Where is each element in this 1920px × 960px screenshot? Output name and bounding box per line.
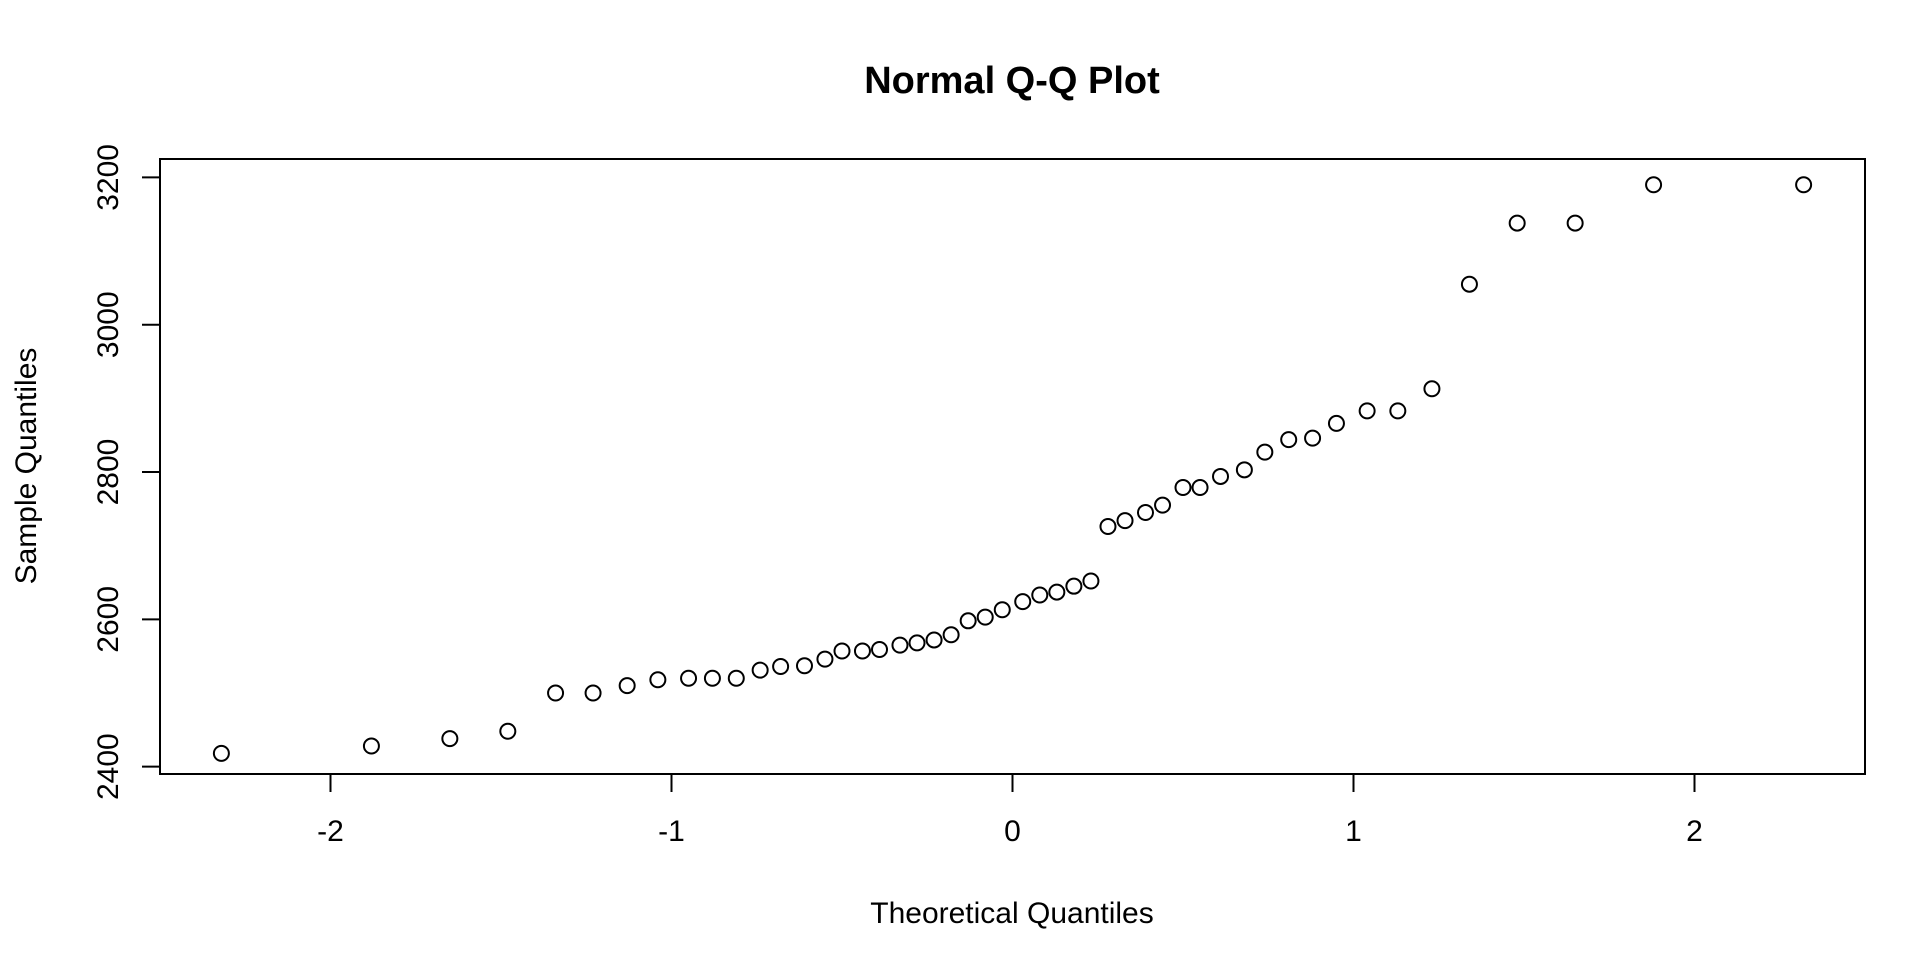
y-axis-label: Sample Quantiles <box>10 348 43 585</box>
data-point <box>1304 429 1322 447</box>
data-point <box>772 657 790 675</box>
data-point <box>441 730 459 748</box>
data-point <box>499 722 517 740</box>
data-point <box>891 636 909 654</box>
data-point <box>1566 214 1584 232</box>
data-point <box>1508 214 1526 232</box>
x-tick-label: 0 <box>1004 815 1021 848</box>
data-point <box>1099 518 1117 536</box>
data-point <box>1280 431 1298 449</box>
data-point <box>1423 380 1441 398</box>
data-point <box>976 608 994 626</box>
data-point <box>925 631 943 649</box>
plot-frame <box>159 158 1866 775</box>
data-point <box>871 641 889 659</box>
data-point <box>908 634 926 652</box>
data-point <box>1235 461 1253 479</box>
data-point <box>853 642 871 660</box>
data-point <box>703 669 721 687</box>
data-point <box>1154 496 1172 514</box>
data-point <box>1082 572 1100 590</box>
data-point <box>1191 478 1209 496</box>
data-point <box>959 612 977 630</box>
y-tick-label: 2600 <box>92 586 125 653</box>
data-point <box>751 661 769 679</box>
y-tick-label: 3000 <box>92 291 125 358</box>
data-point <box>212 744 230 762</box>
data-point <box>1212 467 1230 485</box>
data-point <box>993 601 1011 619</box>
x-axis-label: Theoretical Quantiles <box>870 897 1153 930</box>
x-tick-label: 2 <box>1686 815 1703 848</box>
x-tick-label: 1 <box>1345 815 1362 848</box>
y-tick-label: 2400 <box>92 733 125 800</box>
data-point <box>547 684 565 702</box>
data-point <box>942 626 960 644</box>
data-point <box>1327 414 1345 432</box>
chart-title: Normal Q-Q Plot <box>864 60 1160 102</box>
x-axis: -2 -1 0 1 2 <box>317 773 1703 848</box>
x-tick-label: -2 <box>317 815 344 848</box>
y-tick-label: 2800 <box>92 439 125 506</box>
data-point <box>1795 176 1813 194</box>
data-point <box>1358 402 1376 420</box>
data-point <box>833 642 851 660</box>
data-point <box>727 669 745 687</box>
data-point <box>1389 402 1407 420</box>
data-point <box>362 737 380 755</box>
data-point <box>1116 512 1134 530</box>
data-point <box>816 650 834 668</box>
data-point <box>795 657 813 675</box>
data-point <box>1256 443 1274 461</box>
data-point <box>1645 176 1663 194</box>
data-point <box>680 669 698 687</box>
data-point <box>1174 478 1192 496</box>
data-point <box>1136 504 1154 522</box>
data-points <box>212 176 1813 762</box>
data-point <box>1031 586 1049 604</box>
data-point <box>1048 583 1066 601</box>
y-tick-label: 3200 <box>92 144 125 211</box>
data-point <box>618 677 636 695</box>
data-point <box>649 671 667 689</box>
data-point <box>584 684 602 702</box>
data-point <box>1065 577 1083 595</box>
x-tick-label: -1 <box>658 815 685 848</box>
data-point <box>1014 593 1032 611</box>
y-axis: 2400 2600 2800 3000 3200 <box>92 144 161 800</box>
data-point <box>1460 275 1478 293</box>
